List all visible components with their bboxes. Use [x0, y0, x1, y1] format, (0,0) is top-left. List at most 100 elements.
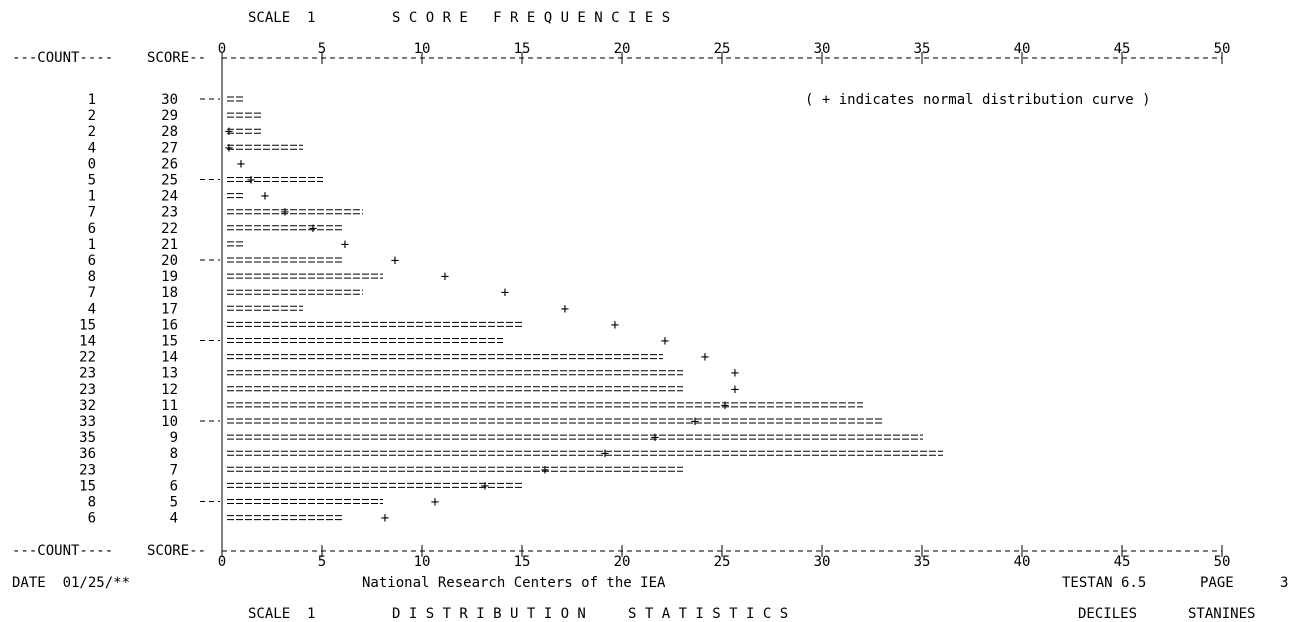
score-label: 7: [170, 462, 178, 478]
row-score-5: 8 5 +: [88, 495, 440, 511]
normal-curve-point: +: [561, 301, 569, 317]
score-label: 30: [161, 92, 178, 108]
normal-curve-point: +: [661, 334, 669, 350]
footer-center: National Research Centers of the IEA: [362, 575, 666, 591]
row-score-15: 14 15 +: [79, 334, 669, 350]
score-label: 16: [161, 317, 178, 333]
footer-page-number: 3: [1280, 575, 1289, 591]
normal-curve-point: +: [247, 173, 255, 189]
top-axis-tick-labels: 0 5 10 15 20 25 30 35 40 45 50: [218, 41, 1231, 57]
count-label: 4: [88, 301, 96, 317]
row-score-24: 1 24 +: [88, 189, 270, 205]
bottom-tick-label-20: 20: [614, 554, 631, 570]
score-label: 14: [161, 350, 178, 366]
count-label: 8: [88, 269, 96, 285]
row-score-23: 7 23 +: [88, 205, 363, 221]
top-tick-label-15: 15: [514, 41, 531, 57]
row-score-20: 6 20 +: [88, 253, 400, 269]
score-label: 10: [161, 414, 178, 430]
normal-curve-point: +: [281, 205, 289, 221]
count-label: 1: [88, 92, 96, 108]
score-label: 8: [170, 446, 178, 462]
normal-curve-point: +: [391, 253, 399, 269]
count-label: 15: [79, 317, 96, 333]
normal-curve-point: +: [691, 414, 699, 430]
count-label: 36: [79, 446, 96, 462]
score-label: 23: [161, 205, 178, 221]
normal-curve-point: +: [309, 221, 317, 237]
bottom-tick-label-10: 10: [414, 554, 431, 570]
row-score-13: 23 13 +: [79, 366, 739, 382]
bottom-count-header: ---COUNT----: [12, 543, 113, 559]
bottom-tick-label-5: 5: [318, 554, 326, 570]
score-label: 6: [170, 478, 178, 494]
top-tick-label-45: 45: [1114, 41, 1131, 57]
bottom-tick-label-45: 45: [1114, 554, 1131, 570]
count-label: 4: [88, 140, 96, 156]
row-score-6: 15 6 +: [79, 478, 523, 494]
bottom-score-header: SCORE--: [147, 543, 206, 559]
count-label: 22: [79, 350, 96, 366]
count-label: 1: [88, 237, 96, 253]
row-score-14: 22 14 +: [79, 350, 709, 366]
bottom-tick-label-50: 50: [1214, 554, 1231, 570]
score-label: 15: [161, 334, 178, 350]
normal-curve-point: +: [501, 285, 509, 301]
count-label: 32: [79, 398, 96, 414]
count-label: 6: [88, 221, 96, 237]
footer-date: DATE 01/25/**: [12, 575, 131, 591]
bottom-tick-label-25: 25: [714, 554, 731, 570]
row-score-8: 36 8 +: [79, 446, 943, 462]
row-score-10: 33 10 +: [79, 414, 883, 430]
normal-curve-point: +: [651, 430, 659, 446]
score-label: 28: [161, 124, 178, 140]
count-label: 23: [79, 382, 96, 398]
top-tick-label-20: 20: [614, 41, 631, 57]
count-label: 8: [88, 495, 96, 511]
bottom-tick-label-15: 15: [514, 554, 531, 570]
normal-curve-point: +: [381, 511, 389, 527]
top-tick-label-0: 0: [218, 41, 226, 57]
normal-curve-point: +: [601, 446, 609, 462]
normal-curve-point: +: [431, 495, 439, 511]
normal-curve-point: +: [341, 237, 349, 253]
count-label: 5: [88, 173, 96, 189]
count-label: 1: [88, 189, 96, 205]
normal-curve-point: +: [731, 382, 739, 398]
count-label: 6: [88, 511, 96, 527]
score-label: 27: [161, 140, 178, 156]
count-label: 7: [88, 285, 96, 301]
normal-curve-point: +: [225, 140, 233, 156]
row-score-22: 6 22 +: [88, 221, 343, 237]
bottom-tick-label-35: 35: [914, 554, 931, 570]
bottom-tick-label-40: 40: [1014, 554, 1031, 570]
top-count-header: ---COUNT----: [12, 50, 113, 66]
stanines-heading: STANINES: [1188, 606, 1256, 622]
count-label: 23: [79, 366, 96, 382]
score-label: 24: [161, 189, 178, 205]
row-score-27: 4 27 +: [88, 140, 303, 156]
row-score-17: 4 17 +: [88, 301, 570, 317]
top-tick-label-30: 30: [814, 41, 831, 57]
count-label: 14: [79, 334, 96, 350]
score-label: 18: [161, 285, 178, 301]
score-label: 25: [161, 173, 178, 189]
count-label: 2: [88, 124, 96, 140]
row-score-4: 6 4 +: [88, 511, 390, 527]
top-tick-label-5: 5: [318, 41, 326, 57]
row-score-18: 7 18 +: [88, 285, 510, 301]
count-label: 6: [88, 253, 96, 269]
row-score-25: 5 25 +: [88, 173, 323, 189]
next-section-title: D I S T R I B U T I O N S T A T I S T I …: [392, 606, 789, 622]
scale-label: SCALE 1: [248, 10, 316, 26]
normal-curve-point: +: [237, 156, 245, 172]
row-score-19: 8 19 +: [88, 269, 450, 285]
top-tick-label-25: 25: [714, 41, 731, 57]
chart-title: S C O R E F R E Q U E N C I E S: [392, 10, 671, 26]
normal-curve-point: +: [441, 269, 449, 285]
legend-note: ( + indicates normal distribution curve …: [805, 92, 1151, 108]
score-label: 17: [161, 301, 178, 317]
count-label: 15: [79, 478, 96, 494]
row-score-26: 0 26 +: [88, 156, 246, 172]
